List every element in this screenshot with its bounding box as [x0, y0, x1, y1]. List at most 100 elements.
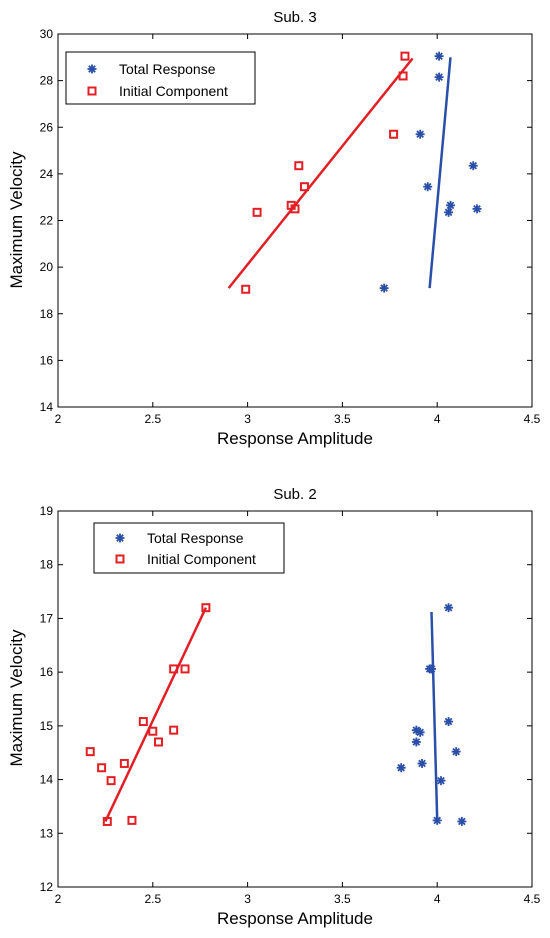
y-tick-label: 16: [40, 665, 54, 679]
fit-lines: [104, 607, 439, 823]
data-point-initial-component: [119, 758, 129, 768]
chart-title: Sub. 3: [273, 9, 316, 26]
y-tick-label: 26: [40, 120, 54, 134]
data-point-initial-component: [180, 664, 190, 674]
data-point-total-response: [423, 182, 433, 192]
x-tick-label: 3.5: [334, 412, 351, 426]
fit-line-initial-component: [227, 57, 414, 289]
fit-line-total-response: [428, 57, 452, 289]
data-points: [241, 51, 482, 294]
y-axis-label: Maximum Velocity: [7, 151, 26, 288]
x-tick-label: 4.5: [524, 892, 541, 906]
data-point-total-response: [445, 200, 455, 210]
data-point-total-response: [451, 747, 461, 757]
y-tick-label: 18: [40, 558, 54, 572]
data-point-total-response: [444, 207, 454, 217]
data-point-initial-component: [389, 129, 399, 139]
data-point-initial-component: [201, 603, 211, 613]
data-point-total-response: [427, 664, 437, 674]
fit-line-total-response: [430, 611, 439, 820]
data-point-initial-component: [138, 717, 148, 727]
x-axis-label: Response Amplitude: [217, 429, 373, 448]
fit-lines: [227, 57, 452, 289]
legend-label-initial-component: Initial Component: [147, 551, 256, 567]
legend-marker-initial-component: [115, 554, 125, 564]
data-point-total-response: [432, 815, 442, 825]
data-point-initial-component: [290, 204, 300, 214]
data-point-initial-component: [294, 161, 304, 171]
x-tick-label: 3: [244, 412, 251, 426]
data-point-initial-component: [97, 763, 107, 773]
legend-box: [93, 522, 285, 574]
data-point-total-response: [436, 776, 446, 786]
data-point-initial-component: [148, 726, 158, 736]
axis-ticks: 2 2.5 3 3.5 4 4.5 12 13 14 15 16 17 18 19: [40, 504, 541, 906]
data-points: [85, 603, 467, 826]
legend-marker-total-response: [115, 533, 125, 543]
y-tick-label: 22: [40, 214, 54, 228]
data-point-total-response: [415, 129, 425, 139]
data-point-total-response: [411, 737, 421, 747]
data-point-total-response: [434, 72, 444, 82]
x-tick-label: 2.5: [144, 412, 161, 426]
data-point-initial-component: [106, 776, 116, 786]
legend-marker-symbol: [87, 64, 97, 74]
data-point-total-response: [415, 727, 425, 737]
data-point-total-response: [457, 816, 467, 826]
legend-marker-symbol: [115, 554, 125, 564]
y-tick-label: 12: [40, 880, 54, 894]
chart-panel-sub3: Sub. 3 2 2.5 3 3.5 4 4.5 14 16 18 20 22 24 26 28 30 Re…: [7, 9, 541, 448]
y-tick-label: 30: [40, 27, 54, 41]
data-point-initial-component: [127, 815, 137, 825]
y-tick-label: 24: [40, 167, 54, 181]
plot-area: [57, 510, 533, 888]
data-point-initial-component: [153, 737, 163, 747]
data-point-initial-component: [400, 51, 410, 61]
axis-ticks: 2 2.5 3 3.5 4 4.5 14 16 18 20 22 24 26 28 30: [40, 27, 541, 426]
y-tick-label: 17: [40, 611, 54, 625]
data-point-total-response: [379, 283, 389, 293]
x-tick-label: 3: [244, 892, 251, 906]
x-tick-label: 2: [55, 892, 62, 906]
data-point-initial-component: [169, 725, 179, 735]
y-tick-label: 18: [40, 307, 54, 321]
y-tick-label: 20: [40, 260, 54, 274]
data-point-total-response: [417, 758, 427, 768]
data-point-initial-component: [241, 284, 251, 294]
data-point-initial-component: [169, 664, 179, 674]
data-point-total-response: [434, 51, 444, 61]
data-point-total-response: [444, 717, 454, 727]
x-tick-label: 2: [55, 412, 62, 426]
legend-label-total-response: Total Response: [147, 530, 244, 546]
x-tick-label: 4: [434, 892, 441, 906]
y-tick-label: 16: [40, 353, 54, 367]
x-tick-label: 3.5: [334, 892, 351, 906]
y-tick-label: 15: [40, 719, 54, 733]
data-point-total-response: [472, 204, 482, 214]
data-point-initial-component: [252, 207, 262, 217]
chart-title: Sub. 2: [273, 486, 316, 503]
legend-marker-symbol: [87, 86, 97, 96]
legend-box: [65, 51, 256, 105]
data-point-total-response: [444, 603, 454, 613]
legend-marker-symbol: [115, 533, 125, 543]
data-point-initial-component: [398, 71, 408, 81]
legend-label-initial-component: Initial Component: [119, 83, 228, 99]
data-point-initial-component: [299, 182, 309, 192]
legend-label-total-response: Total Response: [119, 61, 216, 77]
chart-panel-sub2: Sub. 2 2 2.5 3 3.5 4 4.5 12 13 14 15 16 17 18 19 Resp…: [7, 486, 541, 928]
y-axis-label: Maximum Velocity: [7, 629, 26, 766]
legend: Total Response Initial Component: [65, 51, 256, 105]
y-tick-label: 14: [40, 400, 54, 414]
y-tick-label: 28: [40, 74, 54, 88]
legend-marker-initial-component: [87, 86, 97, 96]
data-point-total-response: [396, 763, 406, 773]
data-point-initial-component: [85, 747, 95, 757]
data-point-initial-component: [102, 816, 112, 826]
y-tick-label: 19: [40, 504, 54, 518]
legend-marker-total-response: [87, 64, 97, 74]
x-tick-label: 4: [434, 412, 441, 426]
data-point-total-response: [468, 161, 478, 171]
y-tick-label: 13: [40, 826, 54, 840]
